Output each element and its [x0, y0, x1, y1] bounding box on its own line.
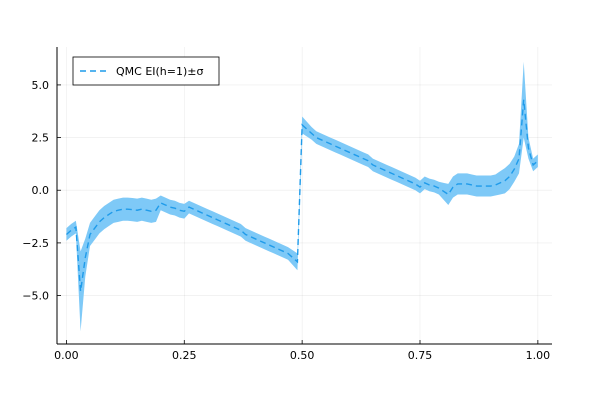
legend: QMC EI(h=1)±σ [72, 56, 220, 86]
mean-line-0 [65, 99, 539, 292]
ticks-layer: 0.00 0.25 0.50 0.75 1.00 −5.0 −2.5 0.0 2.5 5.0 [22, 79, 550, 362]
grid-layer [57, 47, 552, 344]
x-tick-label: 0.25 [172, 349, 197, 362]
band-layer [66, 61, 538, 332]
x-tick-label: 0.50 [290, 349, 315, 362]
y-tick-label: −5.0 [22, 290, 49, 303]
y-tick-label: 5.0 [32, 79, 50, 92]
line-layer [65, 99, 539, 292]
x-tick-label: 0.00 [54, 349, 79, 362]
legend-box [72, 56, 220, 86]
x-tick-label: 1.00 [526, 349, 551, 362]
y-tick-label: 2.5 [32, 132, 50, 145]
sigma-band-0 [66, 61, 538, 332]
axes-layer [56, 47, 552, 345]
y-tick-label: 0.0 [32, 184, 50, 197]
x-tick-label: 0.75 [408, 349, 433, 362]
y-tick-label: −2.5 [22, 237, 49, 250]
legend-label: QMC EI(h=1)±σ [116, 65, 204, 78]
